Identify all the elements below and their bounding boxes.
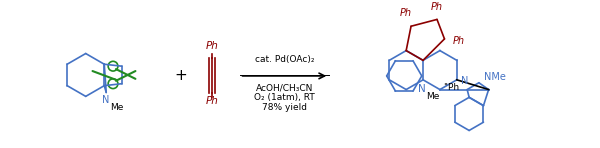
Text: N: N	[418, 84, 426, 94]
Text: 78% yield: 78% yield	[262, 103, 307, 112]
Text: Ph: Ph	[206, 96, 219, 106]
Text: Ph: Ph	[206, 41, 219, 51]
Text: Ph: Ph	[431, 2, 443, 12]
Text: ''Ph: ''Ph	[443, 83, 459, 92]
Text: Ph: Ph	[452, 36, 464, 46]
Text: N: N	[461, 76, 468, 86]
Text: O₂ (1atm), RT: O₂ (1atm), RT	[254, 93, 315, 102]
Text: N: N	[101, 95, 109, 105]
Text: +: +	[175, 68, 188, 83]
Text: AcOH/CH₃CN: AcOH/CH₃CN	[256, 84, 313, 93]
Text: Me: Me	[426, 92, 439, 102]
Text: Ph: Ph	[400, 8, 412, 18]
Text: cat. Pd(OAc)₂: cat. Pd(OAc)₂	[254, 55, 314, 64]
Text: NMe: NMe	[484, 72, 506, 82]
Text: Me: Me	[110, 103, 124, 112]
